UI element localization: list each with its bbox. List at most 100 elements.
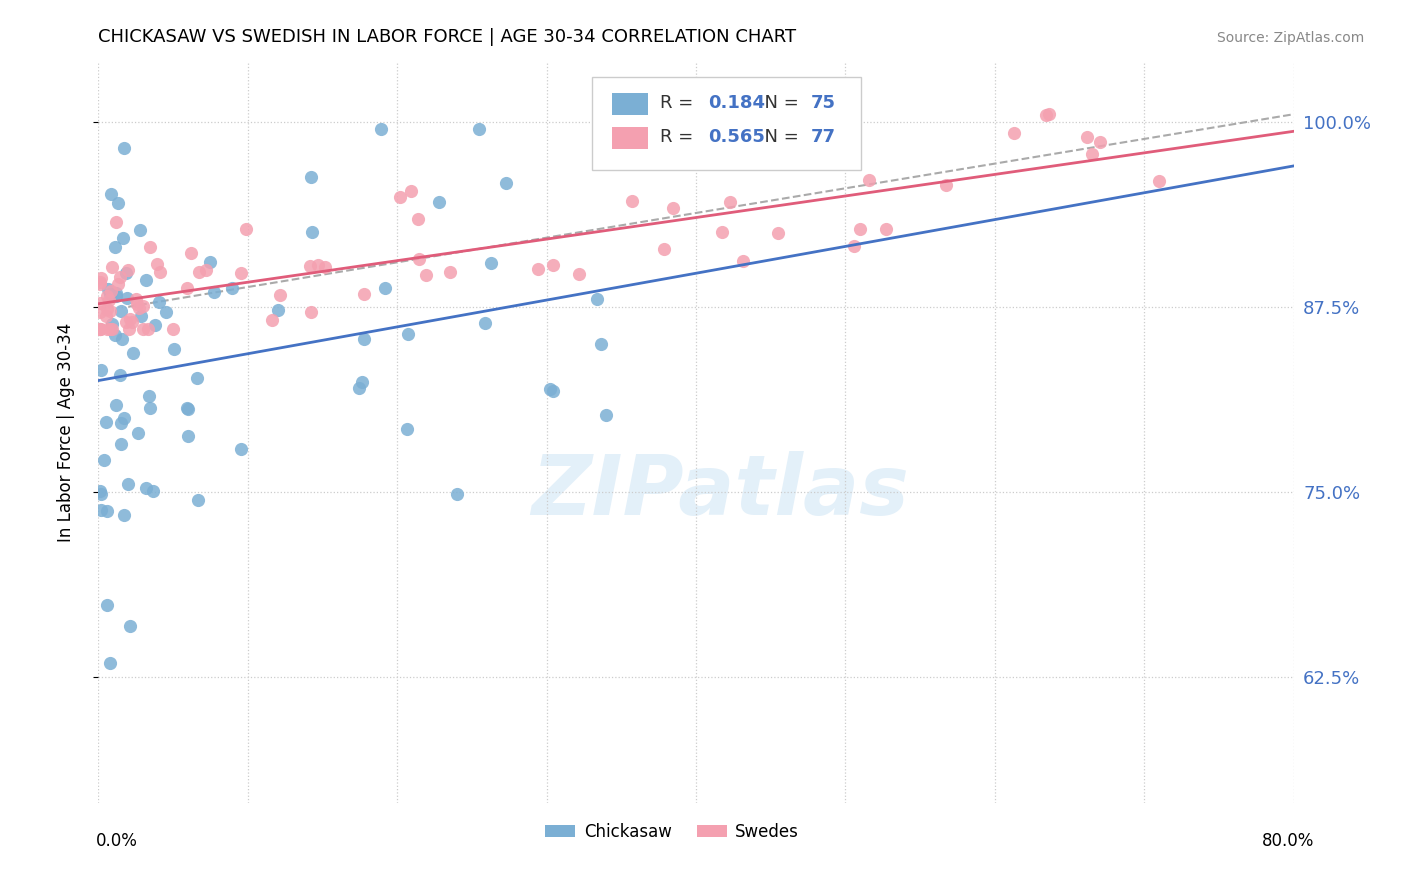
Point — [858, 173, 880, 187]
Point — [163, 342, 186, 356]
Point — [935, 178, 957, 192]
Point — [374, 281, 396, 295]
Point — [108, 368, 131, 383]
Point — [111, 231, 134, 245]
Point — [117, 291, 139, 305]
Point — [875, 222, 897, 236]
Text: N =: N = — [754, 128, 804, 146]
Point — [1147, 174, 1170, 188]
Point — [96, 289, 118, 303]
Point — [98, 322, 121, 336]
Point — [652, 242, 675, 256]
Text: 77: 77 — [811, 128, 835, 146]
Point — [94, 415, 117, 429]
Point — [111, 332, 134, 346]
Point — [353, 331, 375, 345]
Point — [107, 277, 129, 291]
Point — [117, 263, 139, 277]
Point — [301, 225, 323, 239]
Point — [538, 382, 561, 396]
Point — [415, 268, 437, 282]
Point — [731, 253, 754, 268]
Point — [396, 422, 419, 436]
Point — [90, 363, 112, 377]
Point — [1088, 135, 1111, 149]
Point — [97, 282, 120, 296]
Point — [127, 426, 149, 441]
Point — [139, 401, 162, 416]
FancyBboxPatch shape — [613, 93, 648, 115]
Point — [148, 294, 170, 309]
Text: 75: 75 — [811, 95, 835, 112]
Point — [101, 322, 124, 336]
Point — [115, 315, 138, 329]
Point — [1076, 130, 1098, 145]
Point — [200, 255, 222, 269]
Point — [107, 196, 129, 211]
Point — [1035, 108, 1057, 122]
Point — [347, 381, 370, 395]
Text: R =: R = — [661, 95, 699, 112]
Point — [298, 259, 321, 273]
Point — [468, 122, 491, 136]
Point — [221, 281, 243, 295]
Point — [388, 190, 411, 204]
Point — [139, 240, 162, 254]
Point — [112, 141, 135, 155]
Point — [135, 273, 157, 287]
Point — [710, 225, 733, 239]
Point — [104, 240, 127, 254]
Point — [543, 384, 565, 399]
Point — [90, 502, 112, 516]
Point — [229, 266, 252, 280]
Point — [100, 656, 122, 670]
Point — [104, 397, 127, 411]
Point — [105, 214, 128, 228]
Point — [479, 256, 502, 270]
Point — [399, 184, 422, 198]
Point — [118, 322, 141, 336]
Point — [474, 316, 496, 330]
FancyBboxPatch shape — [592, 78, 860, 169]
Point — [162, 322, 184, 336]
Point — [176, 401, 198, 415]
Point — [235, 222, 257, 236]
Point — [89, 296, 111, 310]
Point — [427, 195, 450, 210]
Text: ZIPatlas: ZIPatlas — [531, 451, 908, 533]
Point — [370, 122, 392, 136]
Text: 0.184: 0.184 — [709, 95, 765, 112]
Point — [269, 287, 291, 301]
Point — [110, 304, 132, 318]
Point — [1038, 107, 1060, 121]
Point — [396, 327, 419, 342]
Point — [94, 310, 117, 324]
Point — [89, 484, 111, 499]
Point — [89, 322, 111, 336]
Point — [142, 484, 165, 499]
Text: 0.565: 0.565 — [709, 128, 765, 146]
Point — [120, 312, 142, 326]
Point — [176, 281, 198, 295]
Point — [595, 408, 617, 422]
Point — [89, 322, 111, 336]
Point — [585, 292, 607, 306]
Point — [408, 252, 430, 267]
Point — [138, 322, 160, 336]
Point — [100, 284, 122, 298]
Point — [145, 257, 167, 271]
Point — [96, 504, 118, 518]
Point — [541, 258, 564, 272]
Point — [188, 265, 211, 279]
Point — [89, 275, 111, 289]
Point — [439, 264, 461, 278]
Point — [96, 301, 118, 316]
Text: 80.0%: 80.0% — [1263, 831, 1315, 849]
Point — [96, 599, 118, 613]
Point — [301, 170, 323, 185]
Point — [568, 267, 591, 281]
Point — [93, 453, 115, 467]
Point — [120, 619, 142, 633]
Point — [299, 305, 322, 319]
Point — [89, 277, 111, 291]
